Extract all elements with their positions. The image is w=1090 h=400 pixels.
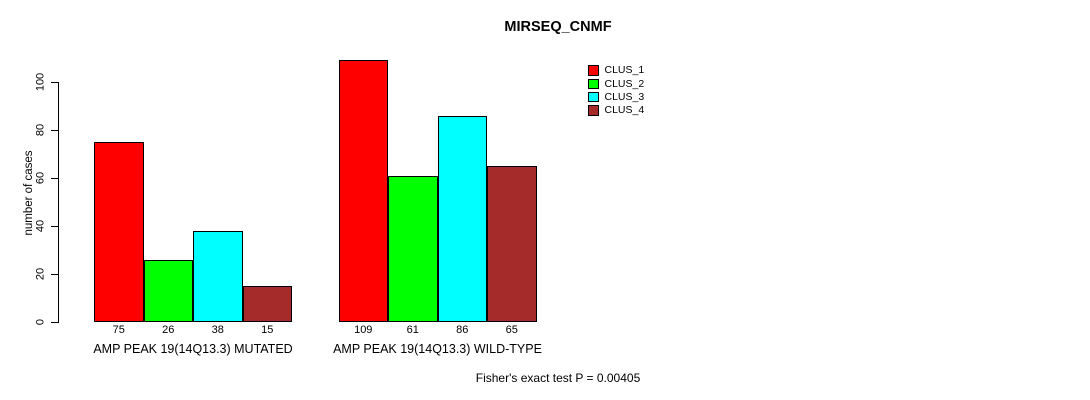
legend-swatch-icon — [588, 78, 599, 90]
bar-clus_1-group2 — [338, 60, 388, 322]
y-tick-label: 20 — [34, 267, 47, 281]
y-tick-label: 0 — [34, 318, 47, 326]
legend-item-clus_4: CLUS_4 — [588, 104, 644, 117]
legend-swatch-icon — [588, 105, 599, 116]
y-tick-label: 80 — [34, 123, 47, 137]
bar-value-label: 15 — [261, 324, 274, 336]
legend-swatch-icon — [588, 91, 599, 103]
bar-clus_4-group1 — [242, 286, 292, 322]
legend-item-clus_1: CLUS_1 — [588, 64, 644, 77]
category-label: AMP PEAK 19(14Q13.3) WILD-TYPE — [333, 342, 542, 356]
bar-value-label: 75 — [112, 324, 125, 336]
y-axis-label: number of cases — [23, 150, 35, 236]
y-tick-mark — [51, 226, 58, 227]
y-tick-label: 60 — [34, 171, 47, 185]
bar-value-label: 109 — [354, 324, 373, 336]
y-tick-label: 100 — [34, 72, 47, 92]
legend-swatch-icon — [588, 65, 599, 76]
bar-clus_1-group1 — [94, 142, 144, 322]
chart-title: MIRSEQ_CNMF — [504, 19, 612, 35]
bar-clus_2-group2 — [388, 175, 438, 322]
fisher-test-note: Fisher's exact test P = 0.00405 — [475, 371, 641, 385]
bar-value-label: 61 — [406, 324, 419, 336]
y-tick-mark — [51, 322, 58, 323]
legend: CLUS_1 CLUS_2 CLUS_3 CLUS_4 — [588, 64, 644, 117]
legend-item-clus_2: CLUS_2 — [588, 77, 644, 90]
y-tick-label: 40 — [34, 219, 47, 233]
y-axis-line — [58, 82, 59, 323]
legend-label: CLUS_3 — [604, 90, 645, 103]
bar-value-label: 65 — [505, 324, 518, 336]
bar-value-label: 86 — [456, 324, 469, 336]
bar-clus_2-group1 — [143, 259, 193, 322]
legend-label: CLUS_1 — [604, 64, 645, 77]
y-tick-mark — [51, 274, 58, 275]
category-label: AMP PEAK 19(14Q13.3) MUTATED — [93, 342, 293, 356]
y-tick-mark — [51, 130, 58, 131]
bar-clus_4-group2 — [487, 166, 537, 322]
legend-label: CLUS_4 — [604, 104, 645, 117]
y-tick-mark — [51, 82, 58, 83]
bar-clus_3-group2 — [437, 115, 487, 322]
y-tick-mark — [51, 178, 58, 179]
bar-value-label: 26 — [162, 324, 175, 336]
bar-clus_3-group1 — [193, 230, 243, 322]
legend-label: CLUS_2 — [604, 77, 645, 90]
bar-value-label: 38 — [211, 324, 224, 336]
legend-item-clus_3: CLUS_3 — [588, 91, 644, 104]
